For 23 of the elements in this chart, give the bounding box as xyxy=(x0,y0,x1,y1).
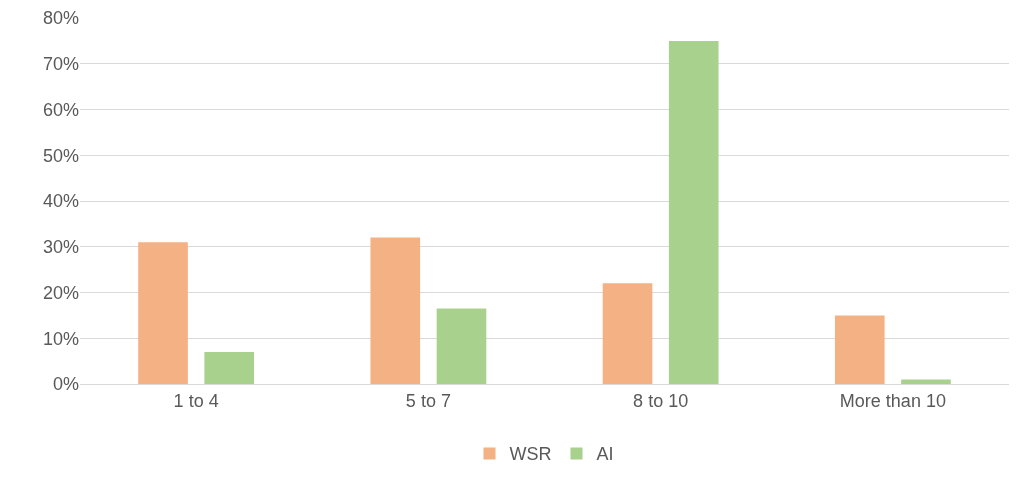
bar xyxy=(901,379,951,384)
bar xyxy=(204,351,255,384)
legend-label: WSR xyxy=(509,444,552,465)
y-tick-label: 60% xyxy=(42,99,79,120)
bar xyxy=(370,237,421,384)
y-tick-label: 40% xyxy=(42,191,79,212)
y-tick-label: 0% xyxy=(52,374,79,395)
bar xyxy=(138,242,188,384)
y-tick-label: 80% xyxy=(42,8,79,29)
bar xyxy=(436,308,487,384)
y-tick-label: 10% xyxy=(42,328,79,349)
y-tick-label: 20% xyxy=(42,282,79,303)
bar xyxy=(834,315,885,384)
x-tick-label: 1 to 4 xyxy=(173,390,219,411)
bar xyxy=(668,40,719,384)
legend-label: AI xyxy=(596,444,614,465)
y-tick-label: 30% xyxy=(42,237,79,258)
x-tick-label: 8 to 10 xyxy=(633,390,689,411)
y-tick-label: 50% xyxy=(42,145,79,166)
x-tick-label: 5 to 7 xyxy=(405,390,451,411)
bar xyxy=(602,283,653,384)
x-tick-label: More than 10 xyxy=(839,390,946,411)
y-tick-label: 70% xyxy=(42,54,79,75)
